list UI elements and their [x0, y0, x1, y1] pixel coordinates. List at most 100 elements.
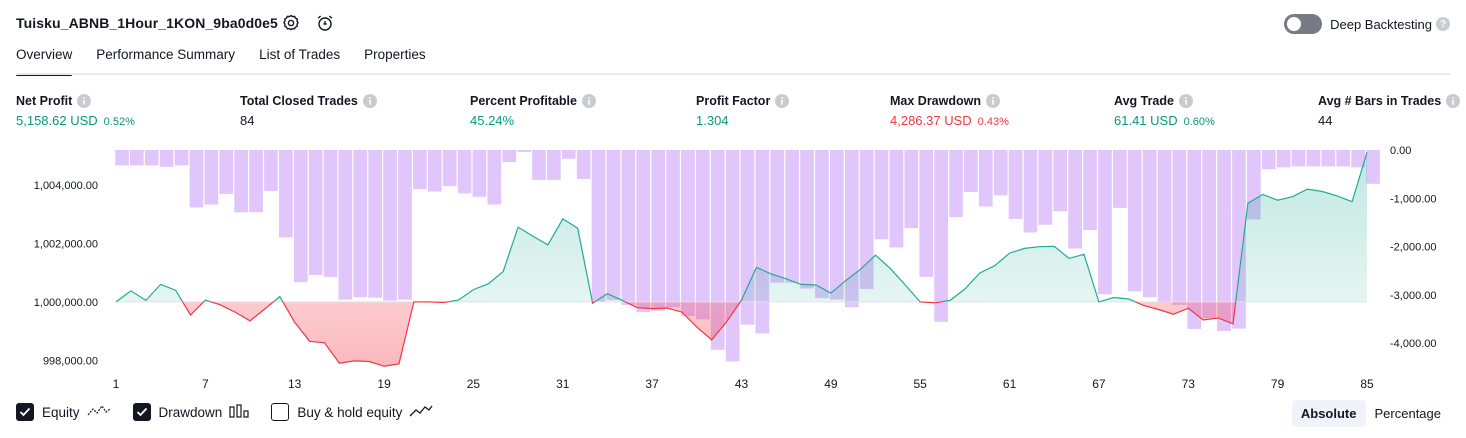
- drawdown-bar: [353, 150, 368, 298]
- tab-performance-summary[interactable]: Performance Summary: [96, 47, 236, 62]
- drawdown-bar: [130, 150, 144, 166]
- drawdown-bar: [1261, 150, 1276, 170]
- drawdown-bar: [785, 150, 799, 283]
- drawdown-bar: [115, 150, 129, 166]
- stat-label: Avg # Bars in Trades: [1318, 94, 1442, 108]
- drawdown-bar: [1008, 150, 1023, 219]
- drawdown-bar: [919, 150, 934, 277]
- absolute-button[interactable]: Absolute: [1291, 400, 1366, 427]
- x-tick-label: 7: [202, 377, 209, 391]
- drawdown-bar: [1172, 150, 1187, 305]
- drawdown-bar: [1366, 150, 1380, 184]
- x-tick-label: 43: [734, 377, 749, 391]
- y-left-tick-label: 1,002,000.00: [34, 239, 98, 251]
- drawdown-bar: [174, 150, 189, 166]
- deep-backtesting-control: Deep Backtesting ?: [1284, 14, 1450, 34]
- equity-lines: [115, 152, 1368, 367]
- drawdown-bar: [144, 150, 159, 166]
- tab-overview[interactable]: Overview: [16, 47, 73, 76]
- drawdown-bar: [1023, 150, 1038, 233]
- drawdown-bar: [696, 150, 710, 320]
- drawdown-bars: [115, 150, 1380, 362]
- stat-value: 4,286.37 USD: [890, 113, 972, 128]
- info-icon[interactable]: [775, 94, 790, 108]
- legend-equity[interactable]: Equity: [16, 403, 111, 421]
- info-icon[interactable]: [362, 94, 377, 108]
- drawdown-bar: [1306, 150, 1321, 167]
- x-tick-label: 13: [288, 377, 302, 391]
- x-tick-label: 1: [112, 377, 120, 391]
- drawdown-bar: [517, 150, 531, 152]
- equity-drawdown-chart: 1,004,000.00 1,002,000.00 1,000,000.00 998,…: [34, 145, 1437, 367]
- drawdown-bar: [264, 150, 278, 191]
- drawdown-bar: [1142, 150, 1157, 298]
- drawdown-bar: [964, 150, 978, 192]
- drawdown-bar: [949, 150, 963, 218]
- drawdown-bar: [800, 150, 814, 289]
- info-icon[interactable]: [77, 94, 92, 108]
- help-icon[interactable]: ?: [1436, 17, 1450, 31]
- add-alert-clock-icon[interactable]: [315, 13, 335, 33]
- drawdown-bar: [1038, 150, 1053, 225]
- drawdown-bar: [249, 150, 263, 213]
- drawdown-bar: [1291, 150, 1306, 167]
- strategy-title: Tuisku_ABNB_1Hour_1KON_9ba0d0e5: [16, 15, 278, 31]
- view-mode-switch: Absolute Percentage: [1291, 400, 1450, 427]
- settings-gear-icon[interactable]: [281, 13, 301, 33]
- drawdown-bar: [472, 150, 487, 197]
- info-icon[interactable]: [986, 94, 1000, 108]
- drawdown-bar: [889, 150, 904, 248]
- drawdown-bar: [725, 150, 740, 362]
- drawdown-bar: [1098, 150, 1112, 295]
- drawdown-bar: [1351, 150, 1365, 168]
- info-icon[interactable]: [1446, 94, 1461, 108]
- drawdown-bar: [636, 150, 651, 313]
- drawdown-bar: [576, 150, 591, 179]
- y-left-tick-label: 1,004,000.00: [34, 180, 98, 192]
- x-tick-label: 55: [913, 377, 927, 391]
- y-axis-left: 1,004,000.00 1,002,000.00 1,000,000.00 998,…: [34, 180, 98, 367]
- info-icon[interactable]: [581, 94, 596, 108]
- y-right-tick-label: -2,000.00: [1390, 242, 1436, 254]
- percentage-button[interactable]: Percentage: [1374, 406, 1442, 421]
- drawdown-bar: [159, 150, 174, 167]
- tab-list-of-trades[interactable]: List of Trades: [259, 47, 341, 62]
- tab-properties[interactable]: Properties: [364, 47, 426, 62]
- y-right-tick-label: 0.00: [1390, 145, 1411, 157]
- stat-label: Profit Factor: [696, 94, 771, 108]
- drawdown-bar: [219, 150, 234, 194]
- drawdown-bar: [606, 150, 621, 301]
- y-left-tick-label: 998,000.00: [43, 355, 98, 367]
- drawdown-bar: [442, 150, 457, 187]
- drawdown-bar: [189, 150, 204, 208]
- equity-area-positive: [116, 152, 1367, 302]
- stat-value: 5,158.62 USD: [16, 113, 98, 128]
- buy-hold-line-icon: [409, 404, 433, 421]
- y-left-tick-label: 1,000,000.00: [34, 297, 98, 309]
- stat-value: 44: [1318, 113, 1333, 128]
- drawdown-bar: [204, 150, 219, 205]
- drawdown-bar: [1053, 150, 1068, 212]
- legend-buy-hold[interactable]: Buy & hold equity: [271, 403, 433, 421]
- drawdown-bar: [279, 150, 293, 238]
- stat-label: Max Drawdown: [890, 94, 981, 108]
- stat-max-drawdown: Max Drawdown 4,286.37 USD 0.43%: [890, 94, 1009, 128]
- drawdown-bar: [398, 150, 412, 300]
- equity-line-icon: [87, 404, 111, 421]
- legend-drawdown[interactable]: Drawdown: [132, 403, 250, 421]
- stat-label: Percent Profitable: [470, 94, 577, 108]
- stat-avg-bars-in-trades: Avg # Bars in Trades 44: [1318, 94, 1461, 128]
- deep-backtesting-toggle[interactable]: [1284, 14, 1323, 34]
- drawdown-bar: [591, 150, 606, 302]
- drawdown-bar: [368, 150, 382, 298]
- drawdown-checkbox[interactable]: [132, 403, 151, 421]
- drawdown-bar: [993, 150, 1008, 196]
- equity-checkbox[interactable]: [16, 403, 34, 421]
- stat-avg-trade: Avg Trade 61.41 USD 0.60%: [1114, 94, 1215, 128]
- drawdown-bar: [1276, 150, 1291, 168]
- drawdown-bar: [1321, 150, 1336, 167]
- buy-hold-checkbox[interactable]: [271, 403, 290, 421]
- stat-value: 61.41 USD: [1114, 113, 1178, 128]
- equity-line-negative: [115, 301, 1237, 367]
- info-icon[interactable]: [1178, 94, 1193, 108]
